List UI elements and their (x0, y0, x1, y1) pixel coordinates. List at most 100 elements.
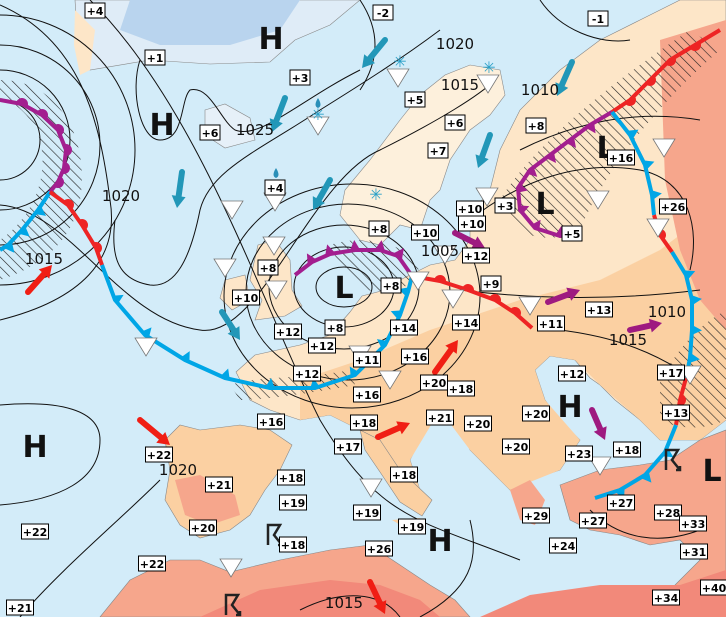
occluded-front-russia (516, 110, 614, 238)
temperature-box (138, 555, 166, 572)
temperature-label: +8 (257, 259, 279, 276)
temperature-value: +10 (413, 227, 438, 240)
shower-icon (652, 138, 676, 158)
neutral-advection-arrow (452, 230, 485, 249)
high-pressure-center: H (557, 390, 582, 425)
cold-front-europe (100, 264, 414, 390)
thunderstorm-icon (224, 593, 242, 617)
isobar-label: 1010 (648, 303, 686, 321)
temperature-box (199, 124, 221, 141)
temperature-box (411, 224, 439, 241)
cold-front-russia (610, 110, 662, 216)
temperature-label: +27 (607, 494, 635, 511)
temperature-label: +8 (525, 117, 547, 134)
cold-advection-arrow (312, 177, 333, 210)
temperature-label: +18 (279, 536, 307, 553)
temperature-box (308, 337, 336, 354)
shower-icon (220, 200, 244, 220)
temperature-value: +12 (295, 368, 320, 381)
temperature-value: +20 (191, 522, 216, 535)
temperature-label: +31 (680, 543, 708, 560)
temperature-value: +31 (682, 546, 707, 559)
temperature-label: +16 (607, 149, 635, 166)
temperature-label: +24 (549, 537, 577, 554)
cold-advection-arrow (362, 37, 388, 68)
high-pressure-center: H (427, 524, 452, 559)
temperature-label: +4 (84, 2, 106, 19)
temperature-value: +11 (355, 354, 380, 367)
shower-icon (433, 245, 457, 265)
temperature-label: +28 (654, 504, 682, 521)
temperature-label: +12 (558, 365, 586, 382)
warm-advection-arrow (25, 265, 52, 295)
temperature-box (494, 197, 516, 214)
temperature-value: +12 (276, 326, 301, 339)
temperature-label: +10 (411, 224, 439, 241)
isobar-label: 1020 (102, 187, 140, 205)
shower-icon (219, 558, 243, 578)
temperature-value: +3 (497, 200, 514, 213)
temperature-value: +17 (659, 367, 684, 380)
cold-advection-arrow (555, 59, 575, 96)
temperature-box (353, 504, 381, 521)
warm-advection-arrow (367, 579, 387, 614)
temperature-value: +4 (267, 182, 284, 195)
temperature-label: +18 (613, 441, 641, 458)
cold-advection-arrow (475, 132, 493, 168)
temperature-value: +18 (281, 539, 306, 552)
temperature-label: +21 (6, 599, 34, 616)
temperature-box (579, 512, 607, 529)
isobar-label: 1015 (325, 594, 363, 612)
snow-icon: ✳ (369, 185, 382, 204)
temperature-value: +8 (260, 262, 277, 275)
temperature-box (480, 275, 502, 292)
temperature-box (657, 364, 685, 381)
temperature-box (144, 49, 166, 66)
temperature-label: +16 (353, 386, 381, 403)
temperature-label: +17 (657, 364, 685, 381)
temperature-value: -2 (377, 7, 389, 20)
temperature-label: +20 (420, 374, 448, 391)
temperature-value: +9 (483, 278, 500, 291)
temperature-label: +18 (350, 414, 378, 431)
warm-front-atlantic (48, 190, 104, 266)
temperature-value: +8 (327, 322, 344, 335)
isobar-label: 1010 (521, 81, 559, 99)
temperature-label: +21 (426, 409, 454, 426)
temperature-value: +13 (587, 304, 612, 317)
temperature-box (257, 413, 285, 430)
temperature-label: +12 (462, 247, 490, 264)
rain-icon (273, 168, 279, 178)
temperature-box (458, 215, 486, 232)
iberia-hot (175, 475, 240, 525)
temperature-label: +11 (353, 351, 381, 368)
temperature-value: +33 (681, 518, 706, 531)
temperature-box (353, 386, 381, 403)
temperature-value: +7 (430, 145, 447, 158)
cold-front-black-sea (670, 250, 702, 379)
temperature-label: +8 (380, 277, 402, 294)
temperature-label: +3 (494, 197, 516, 214)
temperature-box (232, 289, 260, 306)
shower-icon (518, 296, 542, 316)
temperature-value: +16 (355, 389, 380, 402)
temperature-value: +12 (464, 250, 489, 263)
neutral-advection-arrow (589, 407, 607, 440)
temperature-label: +26 (659, 198, 687, 215)
temperature-value: +12 (310, 340, 335, 353)
temperature-value: +20 (422, 377, 447, 390)
temperature-box (654, 504, 682, 521)
temperature-label: +18 (447, 380, 475, 397)
temperature-label: +14 (390, 319, 418, 336)
temperature-labels: +4 +1 +3 +6 +4 -2 -1 +5 +6 +7 +8 +16 +10 +10 +3 +5 +26 +8… (6, 2, 726, 616)
temperature-box (289, 69, 311, 86)
warm-advection-arrow (432, 340, 458, 375)
shower-icon (264, 280, 288, 300)
temperature-value: +8 (371, 223, 388, 236)
low-pressure-center: L (535, 187, 554, 222)
temperature-box (525, 117, 547, 134)
temperature-value: +26 (661, 201, 686, 214)
isobar-label: 1025 (236, 121, 274, 139)
